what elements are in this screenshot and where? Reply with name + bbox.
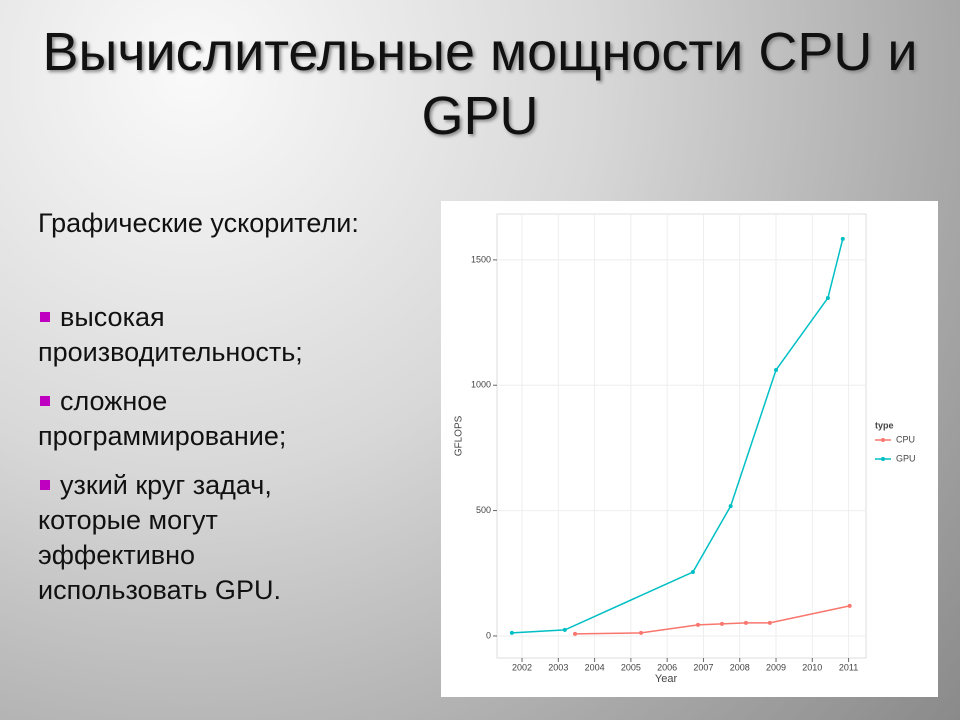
slide-title: Вычислительные мощности CPU и GPU <box>42 22 918 146</box>
y-axis-label: GFLOPS <box>454 415 465 456</box>
bullet: узкий круг задач, которые могут эффектив… <box>38 468 348 608</box>
panel <box>496 213 867 659</box>
legend-swatch <box>881 438 885 442</box>
data-point <box>509 630 514 635</box>
x-tick-label: 2007 <box>693 662 713 672</box>
data-point <box>728 504 733 509</box>
x-tick-label: 2010 <box>802 662 822 672</box>
y-tick-label: 1000 <box>471 380 491 390</box>
data-point <box>847 603 852 608</box>
legend-title: type <box>875 420 894 430</box>
bullet: высокая производительность; <box>38 300 348 370</box>
legend-label: GPU <box>896 453 916 463</box>
data-point <box>840 236 845 241</box>
x-tick-label: 2003 <box>548 662 568 672</box>
y-tick-label: 1500 <box>471 254 491 264</box>
data-point <box>767 620 772 625</box>
x-tick-label: 2004 <box>585 662 605 672</box>
y-tick-label: 0 <box>486 630 491 640</box>
data-point <box>562 627 567 632</box>
chart: Year GFLOPS type 2002 2003 2004 2005 2006 200… <box>441 201 938 697</box>
data-point <box>719 621 724 626</box>
data-point <box>639 630 644 635</box>
data-point <box>743 620 748 625</box>
x-tick-label: 2011 <box>839 662 858 672</box>
bullet-list: высокая производительность; сложное прог… <box>38 300 348 622</box>
y-tick-label: 500 <box>476 505 491 515</box>
x-tick-label: 2009 <box>766 662 786 672</box>
legend-swatch <box>881 457 885 461</box>
x-axis-label: Year <box>655 673 678 685</box>
subtitle: Графические ускорители: <box>38 208 359 238</box>
data-point <box>690 570 695 575</box>
x-tick-label: 2006 <box>657 662 677 672</box>
legend-label: CPU <box>896 434 915 444</box>
data-point <box>774 367 779 372</box>
x-tick-label: 2005 <box>621 662 641 672</box>
bullet: сложное программирование; <box>38 384 348 454</box>
data-point <box>825 295 830 300</box>
data-point <box>696 622 701 627</box>
x-tick-label: 2008 <box>730 662 750 672</box>
data-point <box>573 631 578 636</box>
x-tick-label: 2002 <box>512 662 532 672</box>
